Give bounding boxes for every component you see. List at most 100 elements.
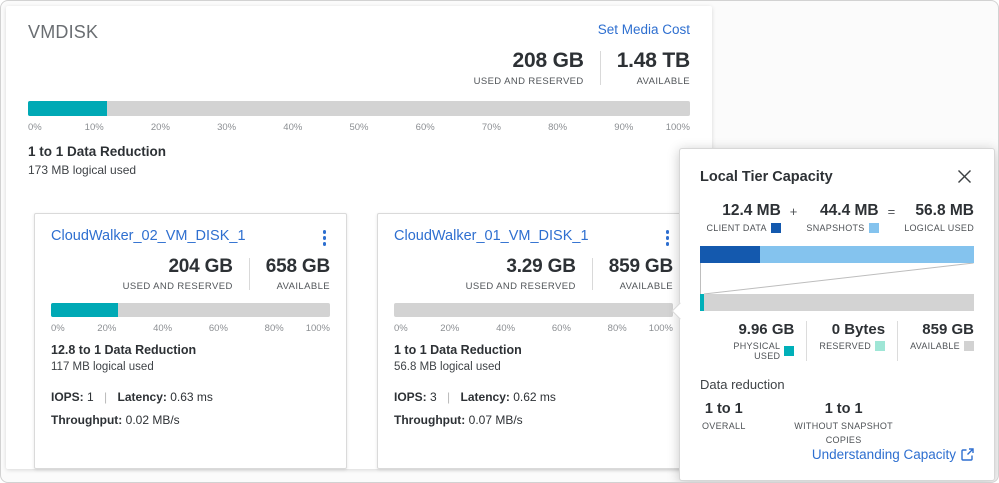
latency-value: 0.62 ms: [513, 389, 556, 404]
available-metric: 1.48 TB AVAILABLE: [616, 49, 691, 87]
panel-capacity-bar[interactable]: [28, 101, 690, 116]
tick-label: 20%: [440, 322, 460, 334]
panel-data-reduction: 1 to 1 Data Reduction: [28, 144, 167, 159]
panel-capacity-bar-fill: [28, 101, 108, 116]
tick-label: 20%: [97, 322, 117, 334]
disk-card-title-link[interactable]: CloudWalker_02_VM_DISK_1: [51, 228, 246, 244]
card-data-reduction: 12.8 to 1 Data Reduction: [51, 342, 197, 357]
used-reserved-value: 3.29 GB: [506, 255, 576, 277]
card-menu-button[interactable]: [319, 228, 331, 248]
snapshots-label: SNAPSHOTS: [806, 223, 865, 233]
available-value: 1.48 TB: [616, 49, 691, 72]
available-label: AVAILABLE: [619, 280, 673, 292]
client-data-swatch-icon: [770, 223, 781, 233]
iops-label: IOPS:: [394, 389, 427, 404]
card-capacity-bar-fill: [51, 302, 118, 317]
throughput-value: 0.02 MB/s: [125, 412, 180, 427]
tick-label: 70%: [481, 122, 501, 133]
tick-label: 10%: [84, 122, 104, 133]
overall-reduction-metric: 1 to 1 OVERALL: [702, 401, 746, 447]
understanding-capacity-link[interactable]: Understanding Capacity: [812, 447, 974, 462]
used-reserved-label: USED AND RESERVED: [465, 280, 576, 292]
overall-reduction-label: OVERALL: [702, 421, 746, 431]
overall-reduction-value: 1 to 1: [704, 401, 743, 417]
panel-capacity-summary: 208 GB USED AND RESERVED 1.48 TB AVAILAB…: [28, 49, 691, 87]
used-reserved-metric: 3.29 GB USED AND RESERVED: [466, 256, 576, 292]
tick-label: 100%: [648, 322, 673, 334]
tick-label: 60%: [208, 322, 228, 334]
card-bar-ticks: 0% 20% 40% 60% 80% 100%: [51, 323, 330, 336]
disk-card-cloudwalker-01: CloudWalker_01_VM_DISK_1 3.29 GB USED AN…: [377, 213, 690, 469]
latency-label: Latency:: [460, 389, 510, 404]
available-swatch-icon: [964, 341, 974, 351]
available-metric: 658 GB AVAILABLE: [266, 256, 330, 292]
latency-label: Latency:: [117, 389, 167, 404]
disk-cards-row: CloudWalker_02_VM_DISK_1 204 GB USED AND…: [34, 213, 690, 469]
understanding-capacity-label: Understanding Capacity: [811, 447, 956, 462]
logical-used-label: LOGICAL USED: [904, 223, 974, 233]
close-icon: [958, 170, 971, 183]
local-tier-capacity-popover: Local Tier Capacity 12.4 MB CLIENT DATA …: [679, 148, 995, 481]
card-performance-stats: IOPS: 1 | Latency: 0.63 ms Throughput: 0…: [51, 390, 330, 427]
client-data-label: CLIENT DATA: [706, 223, 767, 233]
tick-label: 80%: [264, 322, 284, 334]
kebab-menu-icon: [322, 230, 326, 234]
available-value: 859 GB: [608, 255, 673, 277]
panel-bar-ticks: 0% 10% 20% 30% 40% 50% 60% 70% 80% 90% 1…: [28, 122, 690, 135]
panel-logical-used: 173 MB logical used: [28, 163, 137, 177]
plus-operator: +: [789, 204, 798, 219]
client-data-metric: 12.4 MB CLIENT DATA: [706, 202, 781, 233]
available-label: AVAILABLE: [636, 76, 690, 87]
tick-label: 20%: [150, 122, 170, 133]
card-capacity-bar[interactable]: [394, 302, 673, 317]
stat-separator: |: [447, 389, 451, 404]
card-logical-used: 117 MB logical used: [51, 360, 154, 373]
iops-label: IOPS:: [51, 389, 84, 404]
metric-divider: [599, 51, 601, 85]
card-logical-used: 56.8 MB logical used: [394, 360, 501, 373]
capacity-funnel-lines: [700, 263, 974, 294]
card-bar-ticks: 0% 20% 40% 60% 80% 100%: [394, 323, 673, 336]
iops-value: 1: [87, 389, 94, 404]
card-capacity-bar[interactable]: [51, 302, 330, 317]
set-media-cost-link[interactable]: Set Media Cost: [597, 22, 690, 37]
used-reserved-metric: 204 GB USED AND RESERVED: [123, 256, 233, 292]
physical-capacity-bar: [700, 294, 974, 311]
iops-value: 3: [430, 389, 437, 404]
tick-label: 60%: [551, 322, 571, 334]
reserved-swatch-icon: [875, 341, 886, 351]
data-reduction-heading: Data reduction: [700, 377, 785, 392]
physical-metrics-row: 9.96 GB PHYSICAL USED 0 Bytes RESERVED 8…: [700, 321, 974, 361]
tick-label: 80%: [548, 122, 568, 133]
tick-label: 80%: [607, 322, 627, 334]
popup-available-value: 859 GB: [922, 321, 974, 338]
logical-used-equation: 12.4 MB CLIENT DATA + 44.4 MB SNAPSHOTS …: [700, 202, 974, 233]
logical-capacity-bar: [700, 246, 974, 263]
tick-label: 30%: [217, 122, 237, 133]
snapshots-value: 44.4 MB: [820, 202, 879, 219]
latency-value: 0.63 ms: [170, 389, 213, 404]
tick-label: 0%: [51, 322, 65, 334]
external-link-icon: [961, 448, 974, 461]
tick-label: 0%: [28, 122, 42, 133]
used-reserved-label: USED AND RESERVED: [473, 76, 584, 87]
client-data-bar-segment: [700, 246, 760, 263]
used-reserved-metric: 208 GB USED AND RESERVED: [474, 49, 584, 87]
kebab-menu-icon: [665, 230, 669, 234]
card-performance-stats: IOPS: 3 | Latency: 0.62 ms Throughput: 0…: [394, 390, 673, 427]
disk-card-title-link[interactable]: CloudWalker_01_VM_DISK_1: [394, 228, 589, 244]
without-snapshot-label: WITHOUT SNAPSHOT COPIES: [794, 421, 893, 445]
close-button[interactable]: [955, 167, 974, 186]
tick-label: 60%: [415, 122, 435, 133]
page-title: VMDISK: [28, 22, 99, 42]
card-menu-button[interactable]: [662, 228, 674, 248]
physical-used-bar-segment: [700, 294, 704, 311]
client-data-value: 12.4 MB: [722, 202, 781, 219]
metric-divider: [591, 257, 593, 290]
physical-used-label: PHYSICAL USED: [733, 341, 781, 361]
equals-operator: =: [887, 204, 896, 219]
tick-label: 40%: [153, 322, 173, 334]
tick-label: 100%: [305, 322, 330, 334]
data-reduction-metrics: 1 to 1 OVERALL 1 to 1 WITHOUT SNAPSHOT C…: [702, 401, 974, 447]
